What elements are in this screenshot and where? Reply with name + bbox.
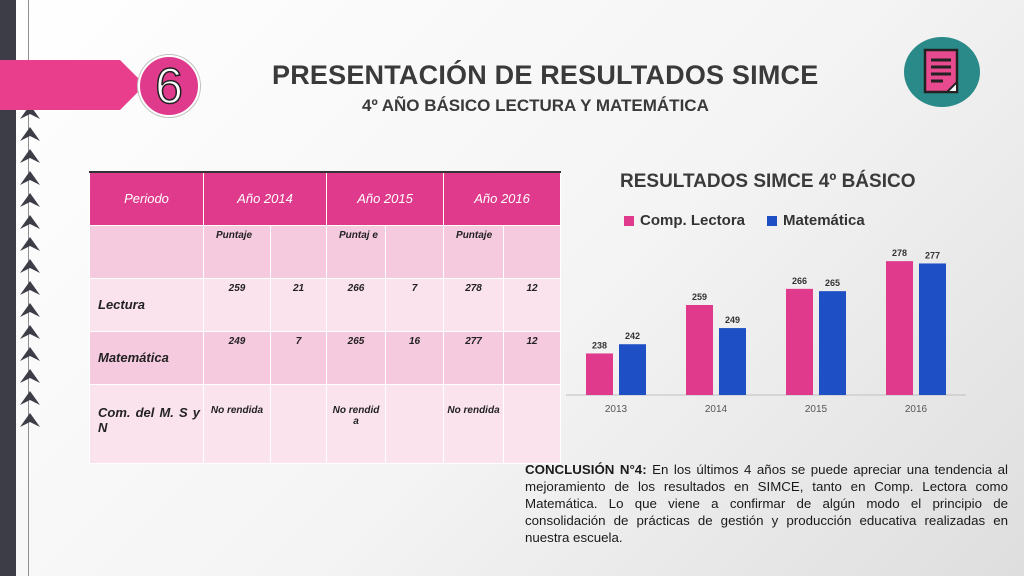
table-cell: 12	[503, 277, 562, 332]
row-label: Lectura	[89, 277, 204, 332]
data-label: 277	[925, 250, 940, 260]
table-cell: 249	[203, 330, 271, 385]
x-tick-label: 2014	[705, 404, 728, 415]
table-cell	[269, 383, 328, 464]
table-cell: No rendida	[203, 383, 271, 464]
row-label: Matemática	[89, 330, 204, 385]
slide-number: 6	[154, 58, 183, 114]
data-label: 266	[792, 276, 807, 286]
header-2016: Año 2016	[443, 171, 562, 226]
x-tick-label: 2015	[805, 404, 828, 415]
table-cell: 7	[269, 330, 328, 385]
table-subheader-row: Puntaje Puntaj e Puntaje	[89, 224, 562, 279]
bar-lectora-2014	[686, 305, 713, 395]
bar-matematica-2013	[619, 344, 646, 395]
subheader-puntaje-2016: Puntaje	[443, 224, 505, 279]
header-2015: Año 2015	[326, 171, 445, 226]
bar-lectora-2013	[586, 353, 613, 395]
chart-legend: Comp. Lectora Matemática	[624, 212, 865, 229]
legend-item: Matemática	[767, 212, 865, 229]
data-label: 249	[725, 315, 740, 325]
bar-matematica-2015	[819, 291, 846, 395]
table-cell: 12	[503, 330, 562, 385]
document-icon	[904, 37, 980, 107]
legend-label: Comp. Lectora	[640, 212, 746, 229]
bar-lectora-2016	[886, 261, 913, 395]
table-cell	[385, 383, 445, 464]
subheader-puntaje-2015: Puntaj e	[326, 224, 387, 279]
x-tick-label: 2016	[905, 404, 928, 415]
left-dark-bar	[0, 0, 16, 576]
bar-matematica-2016	[919, 263, 946, 395]
table-cell: 21	[269, 277, 328, 332]
conclusion-text: CONCLUSIÓN N°4: En los últimos 4 años se…	[525, 461, 1008, 546]
data-label: 259	[692, 292, 707, 302]
table-cell: 259	[203, 277, 271, 332]
table-cell: 16	[385, 330, 445, 385]
table-cell: No rendid a	[326, 383, 387, 464]
data-label: 265	[825, 278, 840, 288]
bar-lectora-2015	[786, 288, 813, 395]
table-row: Com. del M. S y N No rendida No rendid a…	[89, 383, 562, 464]
legend-swatch-matematica	[767, 215, 778, 226]
slide-subtitle: 4º AÑO BÁSICO LECTURA Y MATEMÁTICA	[362, 96, 709, 115]
chart-title: RESULTADOS SIMCE 4º BÁSICO	[620, 171, 916, 192]
data-label: 242	[625, 331, 640, 341]
arrow-decoration	[20, 105, 40, 427]
conclusion-label: CONCLUSIÓN N°4:	[525, 462, 647, 477]
table-cell	[503, 383, 562, 464]
results-table: Periodo Año 2014 Año 2015 Año 2016 Punta…	[89, 171, 562, 464]
legend-label: Matemática	[783, 212, 865, 229]
table-row: Matemática 249 7 265 16 277 12	[89, 330, 562, 385]
legend-item: Comp. Lectora	[624, 212, 745, 229]
table-cell: 7	[385, 277, 445, 332]
data-label: 278	[892, 248, 907, 258]
table-cell: 278	[443, 277, 505, 332]
data-label: 238	[592, 340, 607, 350]
conclusion-body: En los últimos 4 años se puede apreciar …	[525, 462, 1008, 545]
row-label: Com. del M. S y N	[89, 383, 204, 464]
header-periodo: Periodo	[89, 171, 204, 226]
subheader-puntaje-2014: Puntaje	[203, 224, 271, 279]
table-cell: 265	[326, 330, 387, 385]
table-row: Lectura 259 21 266 7 278 12	[89, 277, 562, 332]
table-cell: 277	[443, 330, 505, 385]
table-header-row: Periodo Año 2014 Año 2015 Año 2016	[89, 171, 562, 226]
table-cell: No rendida	[443, 383, 505, 464]
slide-number-badge: 6	[138, 55, 200, 117]
table-cell: 266	[326, 277, 387, 332]
header-2014: Año 2014	[202, 171, 328, 226]
x-tick-label: 2013	[605, 404, 628, 415]
pink-header-band	[0, 60, 145, 110]
bar-chart: 238 242 2013 259 249 2014 266 265 2015 278 277 2016	[566, 248, 966, 415]
bar-matematica-2014	[719, 328, 746, 395]
slide-title: PRESENTACIÓN DE RESULTADOS SIMCE	[272, 60, 819, 90]
legend-swatch-lectora	[624, 215, 634, 226]
